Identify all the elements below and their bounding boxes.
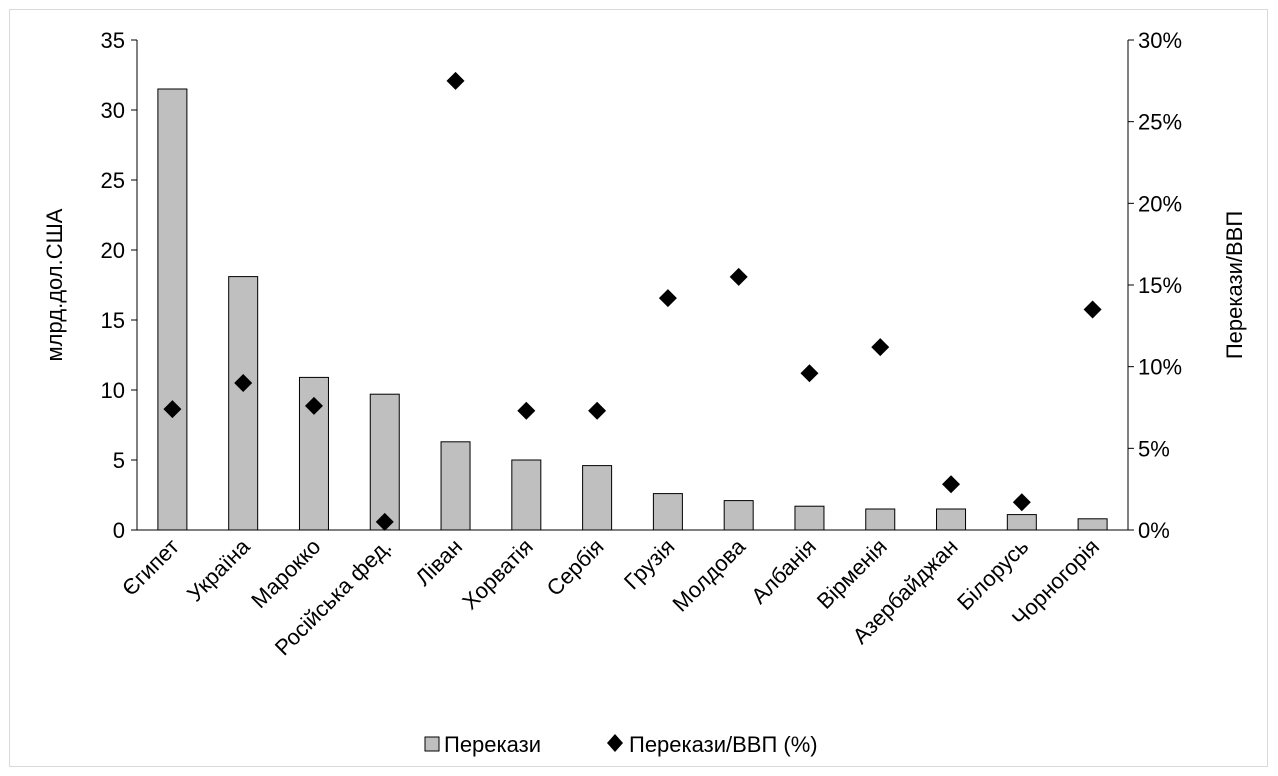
scatter-point bbox=[1012, 493, 1031, 512]
y-tick-label: 10 bbox=[101, 378, 125, 403]
scatter-point bbox=[375, 512, 394, 531]
y2-tick-label: 0% bbox=[1138, 518, 1170, 543]
x-tick-label: Молдова bbox=[668, 533, 751, 616]
legend-label-markers: Перекази/ВВП (%) bbox=[629, 732, 818, 757]
y-tick-label: 35 bbox=[101, 28, 125, 53]
y-tick-label: 5 bbox=[113, 448, 125, 473]
x-tick-label: Грузія bbox=[619, 534, 680, 595]
scatter-point bbox=[800, 364, 819, 383]
scatter-point bbox=[163, 400, 182, 419]
scatter-point bbox=[658, 289, 677, 308]
x-tick-label: Албанія bbox=[746, 534, 821, 609]
x-tick-label: Сербія bbox=[542, 534, 609, 601]
x-tick-label: Україна bbox=[182, 533, 255, 606]
legend-label-bars: Перекази bbox=[444, 732, 541, 757]
scatter-point bbox=[729, 267, 748, 286]
left-ticks: 0 5 10 15 20 25 30 35 bbox=[101, 28, 137, 543]
bar bbox=[1077, 518, 1108, 531]
x-tick-label: Хорватія bbox=[457, 534, 538, 615]
right-ticks: 0% 5% 10% 15% 20% 25% 30% bbox=[1128, 28, 1182, 543]
axes bbox=[136, 40, 1129, 531]
legend: Перекази Перекази/ВВП (%) bbox=[424, 732, 818, 757]
y2-tick-label: 5% bbox=[1138, 436, 1170, 461]
x-tick-label: Єгипет bbox=[117, 534, 184, 601]
scatter-point bbox=[234, 374, 253, 392]
y-tick-label: 30 bbox=[101, 98, 125, 123]
scatter-point bbox=[588, 401, 607, 420]
y2-tick-label: 30% bbox=[1138, 28, 1182, 53]
scatter-point bbox=[446, 71, 465, 90]
scatter-point bbox=[871, 338, 890, 357]
scatter-point bbox=[517, 401, 536, 420]
y-tick-label: 15 bbox=[101, 308, 125, 333]
legend-swatch-diamond bbox=[607, 734, 623, 752]
y2-tick-label: 10% bbox=[1138, 355, 1182, 380]
y-axis-title: млрд.дол.США bbox=[42, 208, 67, 361]
bar bbox=[228, 276, 259, 531]
bars bbox=[157, 88, 1108, 531]
y-tick-label: 0 bbox=[113, 518, 125, 543]
x-tick-label: Ліван bbox=[410, 534, 467, 591]
scatter-point bbox=[942, 475, 961, 494]
legend-swatch-bar bbox=[424, 736, 440, 752]
bar bbox=[511, 459, 542, 531]
markers bbox=[163, 71, 1102, 531]
scatter-point bbox=[304, 396, 323, 415]
bar bbox=[1006, 514, 1037, 531]
y-tick-label: 20 bbox=[101, 238, 125, 263]
bar bbox=[794, 505, 825, 531]
bar bbox=[440, 441, 471, 531]
bar bbox=[936, 508, 967, 531]
chart-frame bbox=[9, 9, 1268, 767]
bar bbox=[369, 393, 400, 531]
y2-tick-label: 15% bbox=[1138, 273, 1182, 298]
y2-tick-label: 20% bbox=[1138, 191, 1182, 216]
y2-axis-title: Перекази/ВВП bbox=[1222, 211, 1247, 359]
bar bbox=[723, 500, 754, 531]
bar bbox=[582, 465, 613, 531]
y-tick-label: 25 bbox=[101, 168, 125, 193]
bar bbox=[157, 88, 188, 531]
y2-tick-label: 25% bbox=[1138, 110, 1182, 135]
bar bbox=[865, 508, 896, 531]
scatter-point bbox=[1083, 300, 1102, 319]
bar bbox=[652, 493, 683, 531]
